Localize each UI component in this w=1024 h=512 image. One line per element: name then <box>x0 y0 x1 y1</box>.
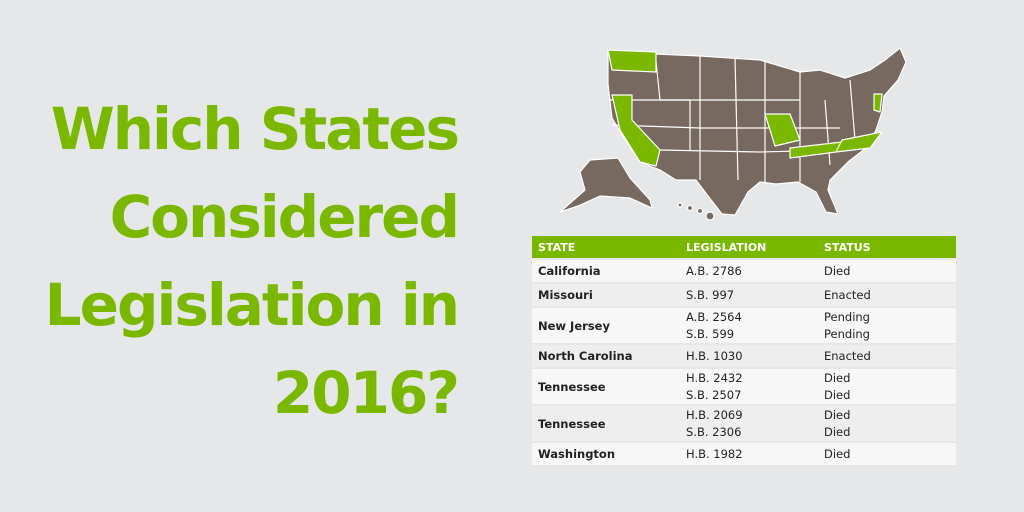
title-line: 2016? <box>272 359 460 427</box>
table-row: Missouri S.B. 997 Enacted <box>532 284 956 306</box>
table-row: North Carolina H.B. 1030 Enacted <box>532 345 956 367</box>
table-row: Tennessee H.B. 2432 Died S.B. 2507 Died <box>532 369 956 404</box>
title-line: Legislation in <box>44 271 460 339</box>
status-cell: Died <box>824 408 851 422</box>
status-cell: Died <box>824 425 851 439</box>
state-cell: California <box>538 264 601 278</box>
legislation-cell: S.B. 599 <box>686 327 735 341</box>
us-map <box>559 47 907 221</box>
header-cell: STATE <box>538 241 576 254</box>
state-cell: North Carolina <box>538 349 633 363</box>
table-header: STATE LEGISLATION STATUS <box>532 236 956 258</box>
table-row: Tennessee H.B. 2069 Died S.B. 2306 Died <box>532 406 956 441</box>
legislation-cell: A.B. 2564 <box>686 310 742 324</box>
table-row: New Jersey A.B. 2564 Pending S.B. 599 Pendin… <box>532 308 956 343</box>
legislation-cell: H.B. 1030 <box>686 349 743 363</box>
state-cell: Washington <box>538 447 616 461</box>
status-cell: Enacted <box>824 288 871 302</box>
status-cell: Enacted <box>824 349 871 363</box>
legislation-cell: H.B. 1982 <box>686 447 743 461</box>
legislation-cell: H.B. 2069 <box>686 408 743 422</box>
status-cell: Pending <box>824 310 870 324</box>
legislation-table: STATE LEGISLATION STATUS California A.B. … <box>532 236 956 465</box>
legislation-cell: S.B. 2507 <box>686 388 742 402</box>
state-cell: Tennessee <box>538 416 606 431</box>
state-cell: Tennessee <box>538 379 606 394</box>
legislation-cell: H.B. 2432 <box>686 371 743 385</box>
legislation-cell: S.B. 2306 <box>686 425 742 439</box>
header-cell: STATUS <box>824 241 871 254</box>
status-cell: Died <box>824 264 851 278</box>
state-cell: New Jersey <box>538 318 610 333</box>
status-cell: Pending <box>824 327 870 341</box>
status-cell: Died <box>824 371 851 385</box>
legislation-cell: S.B. 997 <box>686 288 735 302</box>
table-row: California A.B. 2786 Died <box>532 260 956 282</box>
status-cell: Died <box>824 447 851 461</box>
status-cell: Died <box>824 388 851 402</box>
state-cell: Missouri <box>538 288 593 302</box>
table-row: Washington H.B. 1982 Died <box>532 443 956 465</box>
title-line: Which States <box>50 95 460 163</box>
title-line: Considered <box>109 183 460 251</box>
legislation-cell: A.B. 2786 <box>686 264 742 278</box>
header-cell: LEGISLATION <box>686 241 767 254</box>
